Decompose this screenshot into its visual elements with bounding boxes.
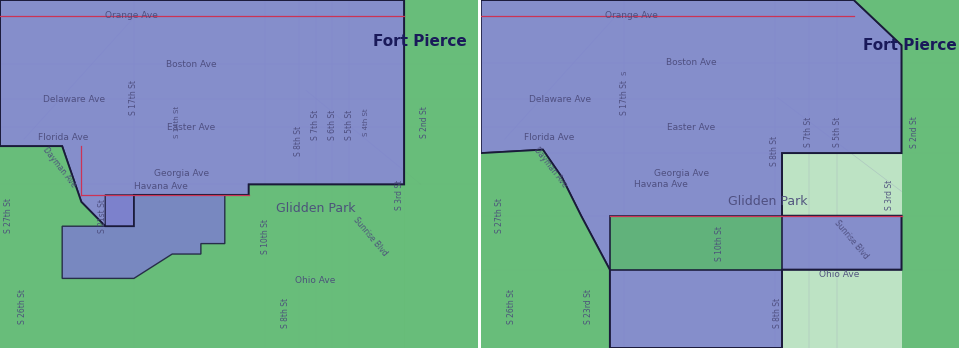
Text: S 2nd St: S 2nd St — [909, 116, 919, 148]
Polygon shape — [0, 0, 404, 226]
Text: Delaware Ave: Delaware Ave — [43, 95, 105, 104]
Polygon shape — [480, 150, 610, 348]
Polygon shape — [480, 0, 901, 348]
Text: S 4th St: S 4th St — [363, 108, 369, 136]
Text: S 7th St: S 7th St — [311, 110, 320, 140]
Text: S 3rd St: S 3rd St — [395, 180, 404, 210]
Text: Dayman Ave: Dayman Ave — [41, 145, 79, 189]
Text: S: S — [621, 71, 627, 75]
Polygon shape — [62, 195, 224, 278]
Text: Dayman Ave: Dayman Ave — [531, 145, 569, 189]
Text: Easter Ave: Easter Ave — [167, 122, 216, 132]
Text: Glidden Park: Glidden Park — [276, 202, 356, 215]
Text: S 8th St: S 8th St — [294, 126, 303, 156]
Text: Ohio Ave: Ohio Ave — [819, 270, 859, 279]
Text: Orange Ave: Orange Ave — [605, 11, 658, 20]
Text: Georgia Ave: Georgia Ave — [654, 169, 709, 179]
Text: S 8th St: S 8th St — [770, 136, 780, 166]
Text: Sunrise Blvd: Sunrise Blvd — [352, 215, 389, 258]
Text: S 26th St: S 26th St — [507, 289, 516, 324]
Text: S 5th St: S 5th St — [832, 117, 842, 147]
Text: Florida Ave: Florida Ave — [524, 133, 574, 142]
Text: Havana Ave: Havana Ave — [134, 182, 188, 191]
Text: S 3rd St: S 3rd St — [884, 180, 894, 210]
Text: Boston Ave: Boston Ave — [166, 60, 217, 69]
Text: S 6th St: S 6th St — [328, 110, 337, 140]
Text: Fort Pierce: Fort Pierce — [373, 34, 467, 49]
Text: S 26th St: S 26th St — [18, 289, 28, 324]
Text: S 8th St: S 8th St — [773, 298, 782, 328]
Text: Havana Ave: Havana Ave — [634, 180, 688, 189]
Text: S 14th St: S 14th St — [174, 106, 180, 138]
Polygon shape — [610, 216, 782, 270]
Text: S 8th St: S 8th St — [281, 298, 290, 328]
Text: Delaware Ave: Delaware Ave — [528, 95, 591, 104]
Text: S 21st St: S 21st St — [99, 199, 107, 233]
Text: S 5th St: S 5th St — [344, 110, 354, 140]
Text: Florida Ave: Florida Ave — [38, 133, 88, 142]
Polygon shape — [854, 0, 959, 348]
Text: S 10th St: S 10th St — [715, 226, 724, 261]
Text: S 17th St: S 17th St — [129, 80, 138, 115]
Text: S 27th St: S 27th St — [496, 198, 504, 233]
Text: Glidden Park: Glidden Park — [728, 195, 807, 208]
Text: S 17th St: S 17th St — [620, 80, 629, 115]
Text: Easter Ave: Easter Ave — [667, 122, 715, 132]
Text: S 7th St: S 7th St — [805, 117, 813, 147]
Text: Boston Ave: Boston Ave — [666, 58, 716, 67]
Text: Sunrise Blvd: Sunrise Blvd — [832, 219, 870, 261]
Text: Fort Pierce: Fort Pierce — [863, 38, 957, 53]
Text: Ohio Ave: Ohio Ave — [295, 276, 336, 285]
Text: S 27th St: S 27th St — [4, 198, 13, 233]
Polygon shape — [404, 0, 479, 348]
Text: S 23rd St: S 23rd St — [584, 289, 593, 324]
Text: S 2nd St: S 2nd St — [420, 106, 430, 138]
Text: Georgia Ave: Georgia Ave — [154, 169, 209, 179]
Polygon shape — [0, 146, 404, 348]
Text: Orange Ave: Orange Ave — [105, 11, 158, 20]
Text: S 10th St: S 10th St — [261, 219, 270, 254]
